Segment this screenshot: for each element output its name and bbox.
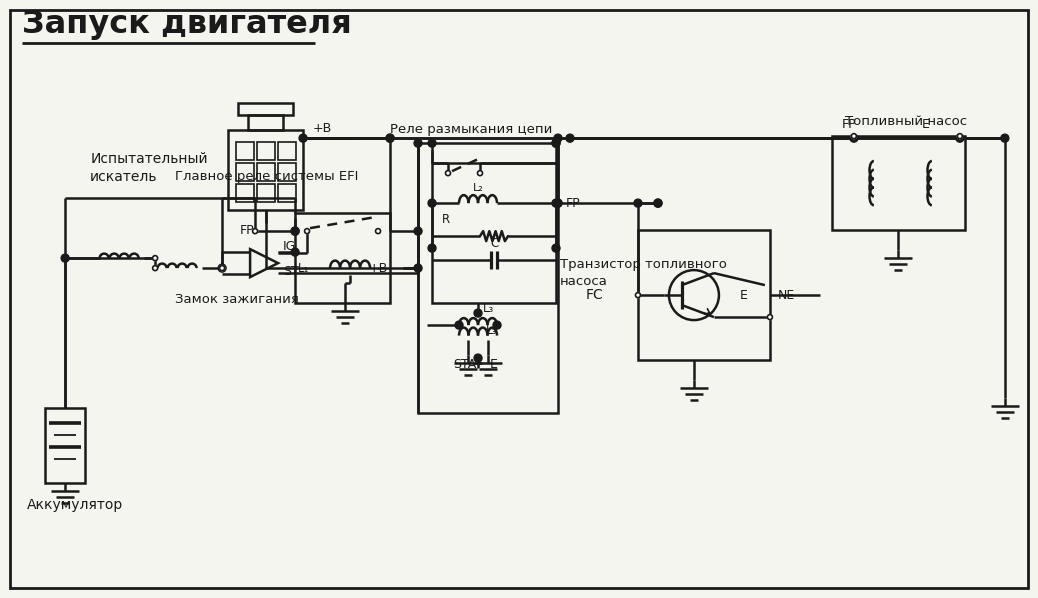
Circle shape: [634, 199, 641, 207]
Text: C: C: [490, 237, 498, 250]
Circle shape: [767, 315, 772, 319]
Circle shape: [455, 321, 463, 329]
Bar: [257, 184, 275, 202]
Text: E: E: [740, 289, 747, 301]
Circle shape: [291, 227, 299, 235]
Circle shape: [851, 134, 856, 139]
Text: L₂: L₂: [473, 183, 484, 193]
Circle shape: [299, 134, 307, 142]
Text: Замок зажигания: Замок зажигания: [175, 293, 299, 306]
Circle shape: [304, 228, 309, 234]
Bar: [295, 213, 390, 303]
Text: STA: STA: [453, 358, 476, 371]
Text: Аккумулятор: Аккумулятор: [27, 498, 124, 512]
Text: FP: FP: [842, 118, 856, 131]
Text: R: R: [442, 213, 450, 226]
Bar: [236, 142, 254, 160]
Text: NE: NE: [777, 289, 795, 301]
Circle shape: [552, 244, 559, 252]
Circle shape: [61, 254, 70, 262]
Bar: [228, 130, 303, 210]
Circle shape: [635, 292, 640, 298]
Circle shape: [477, 170, 483, 176]
Text: Реле размыкания цепи: Реле размыкания цепи: [390, 123, 552, 136]
Bar: [432, 163, 556, 303]
Circle shape: [445, 170, 450, 176]
Text: IG: IG: [283, 240, 297, 253]
Text: E: E: [490, 358, 498, 371]
Circle shape: [654, 199, 662, 207]
Circle shape: [552, 199, 559, 207]
Circle shape: [654, 199, 662, 207]
Bar: [418, 143, 558, 413]
Circle shape: [376, 228, 381, 234]
Bar: [278, 184, 296, 202]
Circle shape: [291, 227, 299, 235]
Text: Транзистор топливного
насоса: Транзистор топливного насоса: [559, 258, 727, 288]
Circle shape: [428, 199, 436, 207]
Circle shape: [1001, 134, 1009, 142]
Text: +B: +B: [313, 122, 332, 135]
Circle shape: [554, 134, 562, 142]
Text: E: E: [922, 118, 930, 131]
Text: Испытательный
искатель: Испытательный искатель: [90, 152, 208, 184]
Bar: [278, 142, 296, 160]
Text: Топливный насос: Топливный насос: [845, 115, 967, 128]
Text: FP: FP: [566, 197, 580, 210]
Bar: [236, 184, 254, 202]
Bar: [257, 142, 275, 160]
Circle shape: [414, 139, 422, 147]
Bar: [638, 230, 770, 360]
Circle shape: [252, 228, 257, 234]
Circle shape: [153, 255, 158, 261]
Circle shape: [474, 309, 482, 317]
Text: FP: FP: [240, 224, 254, 237]
Circle shape: [218, 264, 226, 272]
Text: L₃: L₃: [486, 324, 497, 337]
Circle shape: [386, 134, 394, 142]
Text: Запуск двигателя: Запуск двигателя: [22, 9, 352, 40]
Text: ST: ST: [283, 265, 299, 278]
Circle shape: [220, 266, 224, 271]
Circle shape: [474, 354, 482, 362]
Circle shape: [956, 134, 964, 142]
Circle shape: [493, 321, 501, 329]
Circle shape: [428, 244, 436, 252]
Circle shape: [554, 199, 562, 207]
Bar: [248, 115, 283, 130]
Circle shape: [386, 134, 394, 142]
Circle shape: [414, 264, 422, 272]
Circle shape: [850, 134, 857, 142]
Circle shape: [153, 266, 158, 271]
Circle shape: [566, 134, 574, 142]
Circle shape: [957, 134, 962, 139]
Circle shape: [552, 139, 559, 147]
Text: L₃: L₃: [483, 302, 494, 315]
Circle shape: [428, 139, 436, 147]
Bar: [831, 136, 965, 230]
Bar: [238, 103, 293, 115]
Circle shape: [291, 248, 299, 256]
Text: Главное реле системы EFI: Главное реле системы EFI: [175, 170, 358, 183]
Text: L₁: L₁: [298, 262, 309, 275]
Bar: [278, 163, 296, 181]
Text: +B: +B: [368, 261, 388, 274]
Bar: [46, 408, 85, 483]
Bar: [257, 163, 275, 181]
Circle shape: [552, 139, 559, 147]
Circle shape: [414, 227, 422, 235]
Text: FC: FC: [585, 288, 603, 302]
Bar: [236, 163, 254, 181]
Circle shape: [554, 199, 562, 207]
